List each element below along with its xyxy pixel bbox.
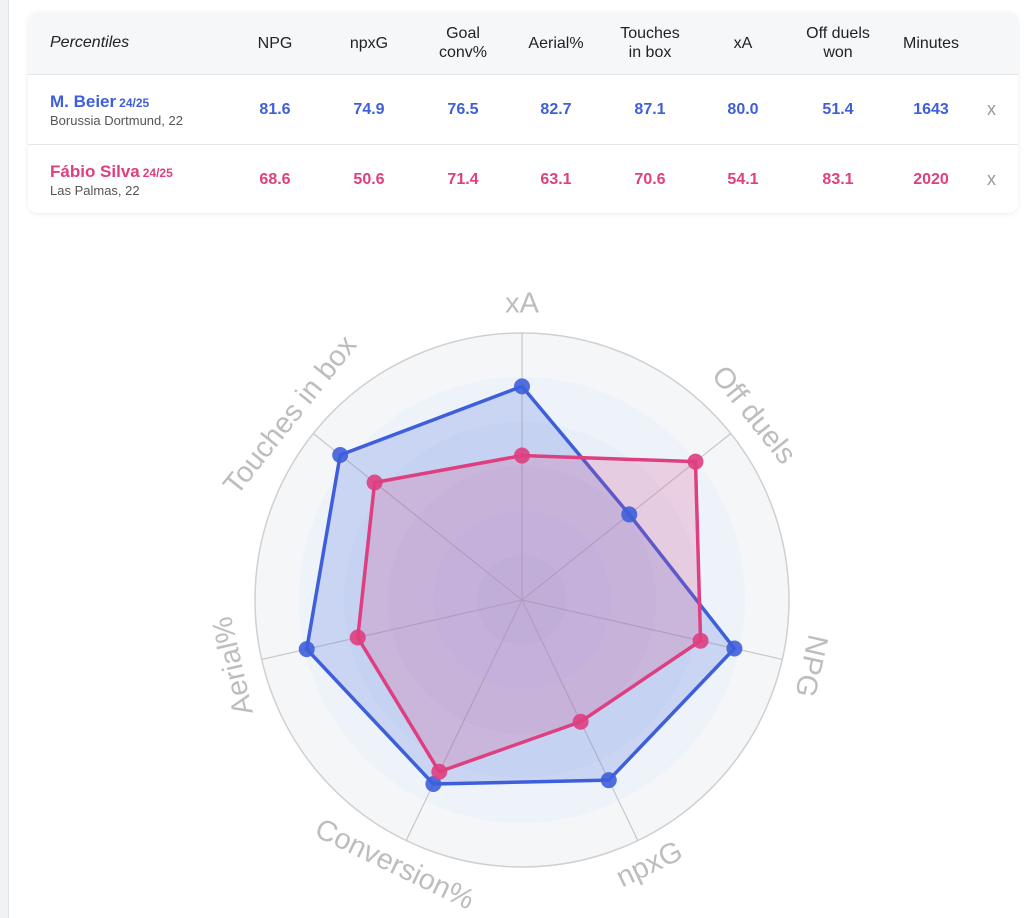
header-label: Percentiles (50, 34, 130, 51)
data-point (687, 453, 704, 470)
stat-value: 83.1 (822, 170, 854, 188)
stat-value: 50.6 (353, 170, 385, 188)
series-area (355, 453, 703, 774)
remove-button[interactable]: x (987, 169, 996, 189)
stat-value: 71.4 (447, 170, 479, 188)
sidebar-edge (0, 0, 9, 918)
table-body: M. Beier 24/25 Borussia Dortmund, 22 81.6 74… (28, 75, 1018, 213)
stat-value: 51.4 (822, 100, 854, 118)
column-header: npxG (349, 34, 389, 52)
comparison-table: Percentiles NPG npxG Goal conv% Aerial% Touch… (28, 12, 1018, 213)
axis-label: NPG (788, 632, 833, 700)
data-point (431, 763, 448, 780)
season: 24/25 (142, 165, 173, 180)
player-name-line: M. Beier 24/25 (50, 92, 183, 112)
axis-spoke (405, 599, 523, 841)
stat-value: 80.0 (727, 100, 759, 118)
column-header: Touches in box (620, 25, 680, 61)
stat-value: 82.7 (540, 100, 572, 118)
axis-label: Aerial% (206, 614, 259, 719)
stat-value: 81.6 (259, 100, 291, 118)
club: Las Palmas, 22 (50, 182, 140, 198)
data-point (572, 713, 589, 730)
data-point (298, 641, 315, 658)
stat-value: 63.1 (540, 170, 572, 188)
club: Borussia Dortmund, 22 (50, 112, 183, 128)
data-point (621, 506, 638, 523)
player-name: Fábio Silva (50, 161, 140, 181)
player-info: M. Beier 24/25 Borussia Dortmund, 22 (50, 92, 183, 128)
player-info: Fábio Silva 24/25 Las Palmas, 22 (50, 162, 173, 198)
data-point (349, 629, 366, 646)
data-point (600, 772, 617, 789)
column-header: Aerial% (528, 34, 584, 52)
table-header: Percentiles NPG npxG Goal conv% Aerial% Touch… (28, 12, 1018, 75)
axis-spoke (312, 433, 523, 601)
stat-value: 87.1 (634, 100, 666, 118)
stat-value: 1643 (913, 100, 949, 118)
column-header: NPG (257, 34, 293, 52)
stat-value: 74.9 (353, 100, 385, 118)
column-header: Off duels won (806, 25, 870, 61)
column-header: Minutes (902, 34, 960, 52)
data-point (726, 640, 743, 657)
player-name-line: Fábio Silva 24/25 (50, 162, 173, 182)
remove-button[interactable]: x (987, 99, 996, 119)
data-point (514, 378, 530, 395)
axis-label: xA (505, 288, 540, 320)
player-row: M. Beier 24/25 Borussia Dortmund, 22 81.6 74… (28, 75, 1018, 145)
player-name: M. Beier (50, 91, 117, 111)
stat-value: 68.6 (259, 170, 291, 188)
player-row: Fábio Silva 24/25 Las Palmas, 22 68.6 50.6 71… (28, 145, 1018, 213)
column-header: Goal conv% (438, 25, 488, 61)
stat-value: 2020 (913, 170, 949, 188)
data-point (692, 632, 709, 649)
stat-value: 70.6 (634, 170, 666, 188)
data-point (425, 776, 442, 793)
data-point (332, 447, 349, 464)
data-point (514, 447, 530, 464)
stat-value: 54.1 (727, 170, 759, 188)
column-header: xA (733, 34, 753, 52)
stat-value: 76.5 (447, 100, 479, 118)
season: 24/25 (119, 95, 150, 110)
series-area (304, 384, 737, 786)
data-point (366, 474, 383, 491)
